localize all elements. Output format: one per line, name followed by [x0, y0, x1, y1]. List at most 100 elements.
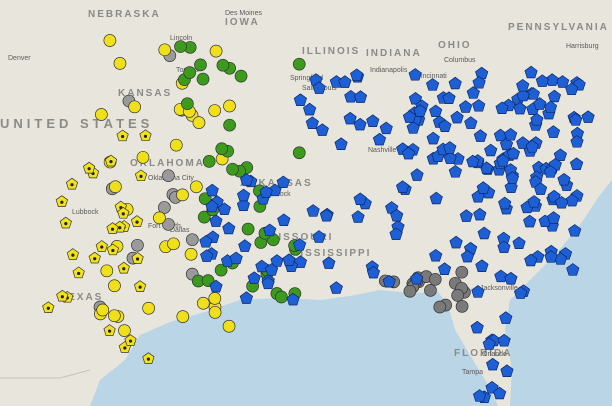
blue-site[interactable] — [471, 285, 485, 298]
blue-site[interactable] — [506, 146, 521, 160]
blue-site[interactable] — [292, 238, 307, 251]
blue-site[interactable] — [581, 110, 595, 123]
blue-site[interactable] — [209, 214, 223, 227]
gray-site[interactable] — [158, 201, 171, 214]
blue-site[interactable] — [568, 224, 582, 237]
blue-site[interactable] — [499, 311, 513, 324]
blue-site[interactable] — [569, 157, 584, 170]
gray-site[interactable] — [455, 265, 469, 279]
blue-site[interactable] — [343, 111, 357, 125]
blue-site[interactable] — [205, 199, 219, 213]
blue-site[interactable] — [312, 81, 326, 94]
site-dot[interactable] — [71, 253, 75, 257]
blue-site[interactable] — [442, 91, 456, 104]
yellow-site[interactable] — [223, 99, 236, 113]
blue-site[interactable] — [315, 123, 329, 136]
gray-site[interactable] — [403, 284, 417, 298]
blue-site[interactable] — [306, 204, 320, 217]
blue-site[interactable] — [473, 207, 487, 221]
blue-site[interactable] — [408, 91, 423, 105]
yellow-site[interactable] — [103, 34, 117, 47]
blue-site[interactable] — [239, 173, 254, 186]
blue-site[interactable] — [222, 221, 236, 235]
blue-site[interactable] — [565, 193, 579, 207]
blue-site[interactable] — [524, 65, 538, 79]
site-dot[interactable] — [70, 183, 74, 187]
blue-site[interactable] — [460, 249, 475, 263]
blue-site[interactable] — [353, 90, 368, 103]
blue-site[interactable] — [236, 198, 251, 211]
blue-site[interactable] — [261, 276, 275, 290]
blue-site[interactable] — [566, 263, 580, 276]
green-site[interactable] — [194, 58, 207, 72]
blue-site[interactable] — [448, 76, 462, 90]
blue-site[interactable] — [372, 132, 387, 146]
site-dot[interactable] — [100, 245, 104, 249]
blue-site[interactable] — [438, 119, 452, 132]
blue-site[interactable] — [484, 143, 498, 157]
blue-site[interactable] — [486, 357, 500, 371]
blue-site[interactable] — [545, 73, 559, 86]
blue-site[interactable] — [500, 364, 514, 377]
blue-site[interactable] — [497, 240, 511, 254]
blue-site[interactable] — [449, 235, 463, 249]
blue-site[interactable] — [516, 136, 530, 149]
blue-site[interactable] — [293, 93, 308, 106]
site-dot[interactable] — [122, 267, 126, 271]
blue-site[interactable] — [472, 75, 486, 89]
blue-site[interactable] — [450, 110, 464, 124]
blue-site[interactable] — [229, 251, 243, 265]
yellow-site[interactable] — [113, 57, 127, 70]
blue-site[interactable] — [505, 171, 520, 184]
blue-site[interactable] — [544, 250, 558, 263]
blue-site[interactable] — [426, 131, 440, 145]
blue-site[interactable] — [270, 254, 284, 267]
yellow-site[interactable] — [118, 324, 131, 337]
blue-site[interactable] — [516, 78, 530, 92]
blue-site[interactable] — [516, 88, 530, 102]
blue-site[interactable] — [547, 189, 561, 203]
blue-site[interactable] — [470, 320, 484, 334]
blue-site[interactable] — [535, 74, 549, 87]
blue-site[interactable] — [209, 279, 223, 293]
yellow-site[interactable] — [208, 305, 222, 319]
blue-site[interactable] — [553, 148, 568, 162]
blue-site[interactable] — [437, 262, 452, 275]
yellow-site[interactable] — [169, 138, 183, 152]
blue-site[interactable] — [406, 121, 420, 134]
site-dot[interactable] — [146, 357, 151, 361]
site-dot[interactable] — [77, 271, 81, 276]
green-site[interactable] — [223, 118, 236, 132]
blue-site[interactable] — [525, 139, 539, 153]
blue-site[interactable] — [482, 337, 496, 350]
green-site[interactable] — [241, 222, 255, 236]
blue-site[interactable] — [512, 236, 526, 249]
site-dot[interactable] — [60, 295, 64, 299]
gray-site[interactable] — [185, 233, 199, 247]
blue-site[interactable] — [286, 292, 300, 306]
blue-site[interactable] — [199, 234, 213, 248]
blue-site[interactable] — [523, 214, 537, 228]
blue-site[interactable] — [247, 271, 261, 284]
yellow-site[interactable] — [108, 279, 121, 293]
yellow-site[interactable] — [158, 43, 172, 57]
yellow-site[interactable] — [176, 310, 190, 323]
blue-site[interactable] — [312, 230, 326, 243]
blue-site[interactable] — [390, 208, 404, 222]
green-site[interactable] — [292, 57, 306, 71]
blue-site[interactable] — [492, 386, 507, 400]
yellow-site[interactable] — [167, 237, 180, 251]
green-site[interactable] — [216, 58, 230, 72]
blue-site[interactable] — [255, 259, 269, 273]
blue-site[interactable] — [498, 196, 512, 210]
yellow-site[interactable] — [142, 301, 155, 315]
blue-site[interactable] — [466, 86, 480, 99]
site-dot[interactable] — [121, 212, 125, 216]
blue-site[interactable] — [395, 180, 410, 193]
blue-site[interactable] — [503, 127, 518, 141]
blue-site[interactable] — [282, 253, 296, 266]
blue-site[interactable] — [350, 68, 364, 81]
blue-site[interactable] — [263, 223, 277, 237]
blue-site[interactable] — [448, 164, 463, 178]
blue-site[interactable] — [495, 101, 509, 114]
